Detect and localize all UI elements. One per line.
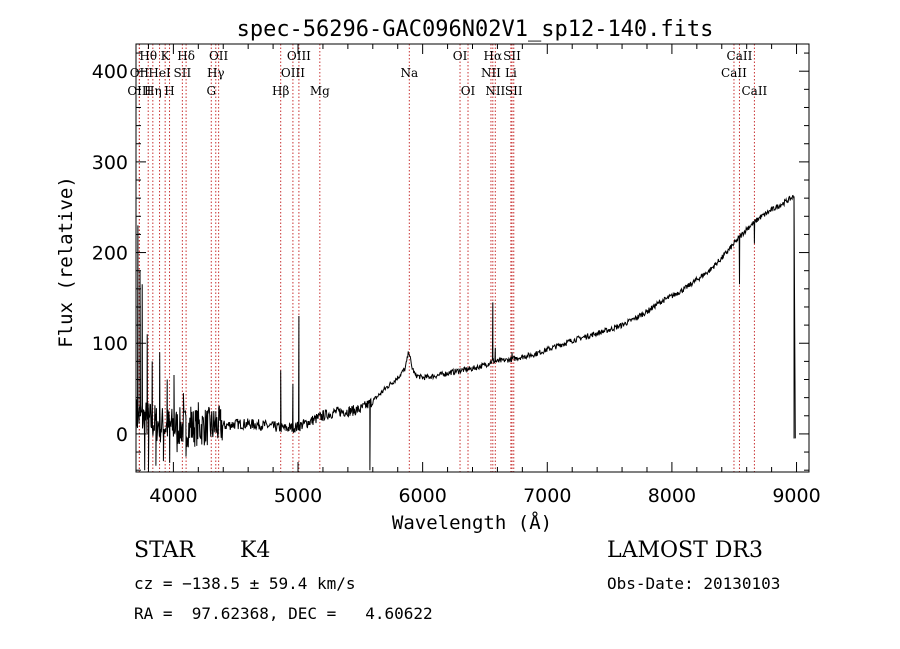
emission-line-label: SII (505, 84, 523, 98)
object-class: STAR (134, 538, 195, 563)
chart-title: spec-56296-GAC096N02V1_sp12-140.fits (237, 17, 714, 42)
emission-line-label: CaII (741, 84, 767, 98)
emission-line-label: HeI (148, 66, 171, 80)
x-axis-label: Wavelength (Å) (392, 511, 552, 534)
emission-line-label: CaII (721, 66, 747, 80)
redshift-velocity: cz = −138.5 ± 59.4 km/s (134, 574, 356, 593)
flux-series (135, 194, 796, 471)
emission-line-label: SII (503, 49, 521, 63)
emission-line-label: Na (400, 66, 418, 80)
x-axis-ticks: 4000 5000 6000 7000 8000 9000 (147, 44, 821, 507)
x-tick-label: 8000 (648, 485, 696, 507)
emission-line-label: OI (461, 84, 476, 98)
y-tick-label: 300 (92, 152, 128, 174)
emission-line-label: Hα (484, 49, 503, 63)
emission-line-label: G (206, 84, 216, 98)
x-tick-label: 4000 (149, 485, 197, 507)
emission-line-label: Hγ (207, 66, 225, 80)
x-tick-label: 5000 (274, 485, 322, 507)
x-tick-label: 6000 (398, 485, 446, 507)
y-tick-label: 0 (116, 424, 128, 446)
flux-line (135, 194, 796, 471)
object-subclass: K4 (240, 538, 271, 563)
coordinates: RA = 97.62368, DEC = 4.60622 (134, 604, 433, 623)
emission-line-label: NII (485, 84, 505, 98)
emission-line-label: SII (174, 66, 192, 80)
x-tick-label: 7000 (523, 485, 571, 507)
x-tick-label: 9000 (772, 485, 820, 507)
observation-date: Obs-Date: 20130103 (607, 574, 781, 593)
emission-line-label: CaII (727, 49, 753, 63)
emission-line-label: Hβ (272, 84, 289, 98)
emission-line-label: Hη (144, 84, 162, 98)
emission-line-label: Hθ (139, 49, 157, 63)
emission-line-label: OI (453, 49, 468, 63)
survey-name: LAMOST DR3 (607, 538, 763, 563)
emission-line-label: Hδ (177, 49, 195, 63)
y-tick-label: 200 (92, 243, 128, 265)
plot-frame (135, 43, 810, 473)
emission-line-label: K (161, 49, 171, 63)
y-tick-label: 400 (92, 61, 128, 83)
emission-line-label: OIII (127, 84, 151, 98)
y-tick-label: 100 (92, 333, 128, 355)
emission-line-label: OIII (281, 66, 305, 80)
emission-line-label: H (164, 84, 174, 98)
y-axis-label: Flux (relative) (55, 176, 77, 348)
emission-line-label: Mg (310, 84, 330, 98)
emission-line-label: Li (505, 66, 517, 80)
emission-line-label: OII (130, 66, 150, 80)
emission-line-label: NII (481, 66, 501, 80)
emission-line-markers (138, 44, 755, 472)
emission-line-label: OII (209, 49, 229, 63)
emission-line-label: OIII (287, 49, 311, 63)
y-axis-ticks: 0 100 200 300 400 (92, 52, 809, 471)
